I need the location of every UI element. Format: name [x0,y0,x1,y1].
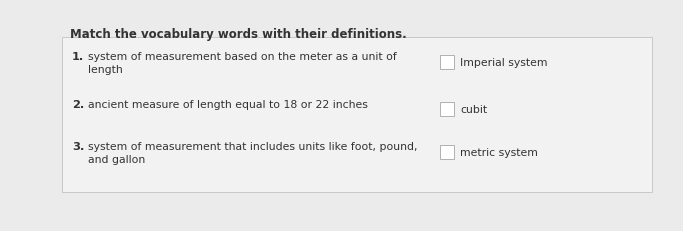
Bar [440,103,454,116]
Text: and gallon: and gallon [88,154,145,164]
Text: 3.: 3. [72,141,85,151]
Text: cubit: cubit [460,105,487,115]
Text: Match the vocabulary words with their definitions.: Match the vocabulary words with their de… [70,28,407,41]
Text: system of measurement based on the meter as a unit of: system of measurement based on the meter… [88,52,397,62]
Text: system of measurement that includes units like foot, pound,: system of measurement that includes unit… [88,141,417,151]
Text: Imperial system: Imperial system [460,58,548,68]
Text: length: length [88,65,123,75]
Text: metric system: metric system [460,147,538,157]
Text: 1.: 1. [72,52,84,62]
Bar [440,145,454,159]
Bar [62,38,652,192]
Bar [440,56,454,70]
Text: ancient measure of length equal to 18 or 22 inches: ancient measure of length equal to 18 or… [88,100,368,109]
Text: 2.: 2. [72,100,84,109]
